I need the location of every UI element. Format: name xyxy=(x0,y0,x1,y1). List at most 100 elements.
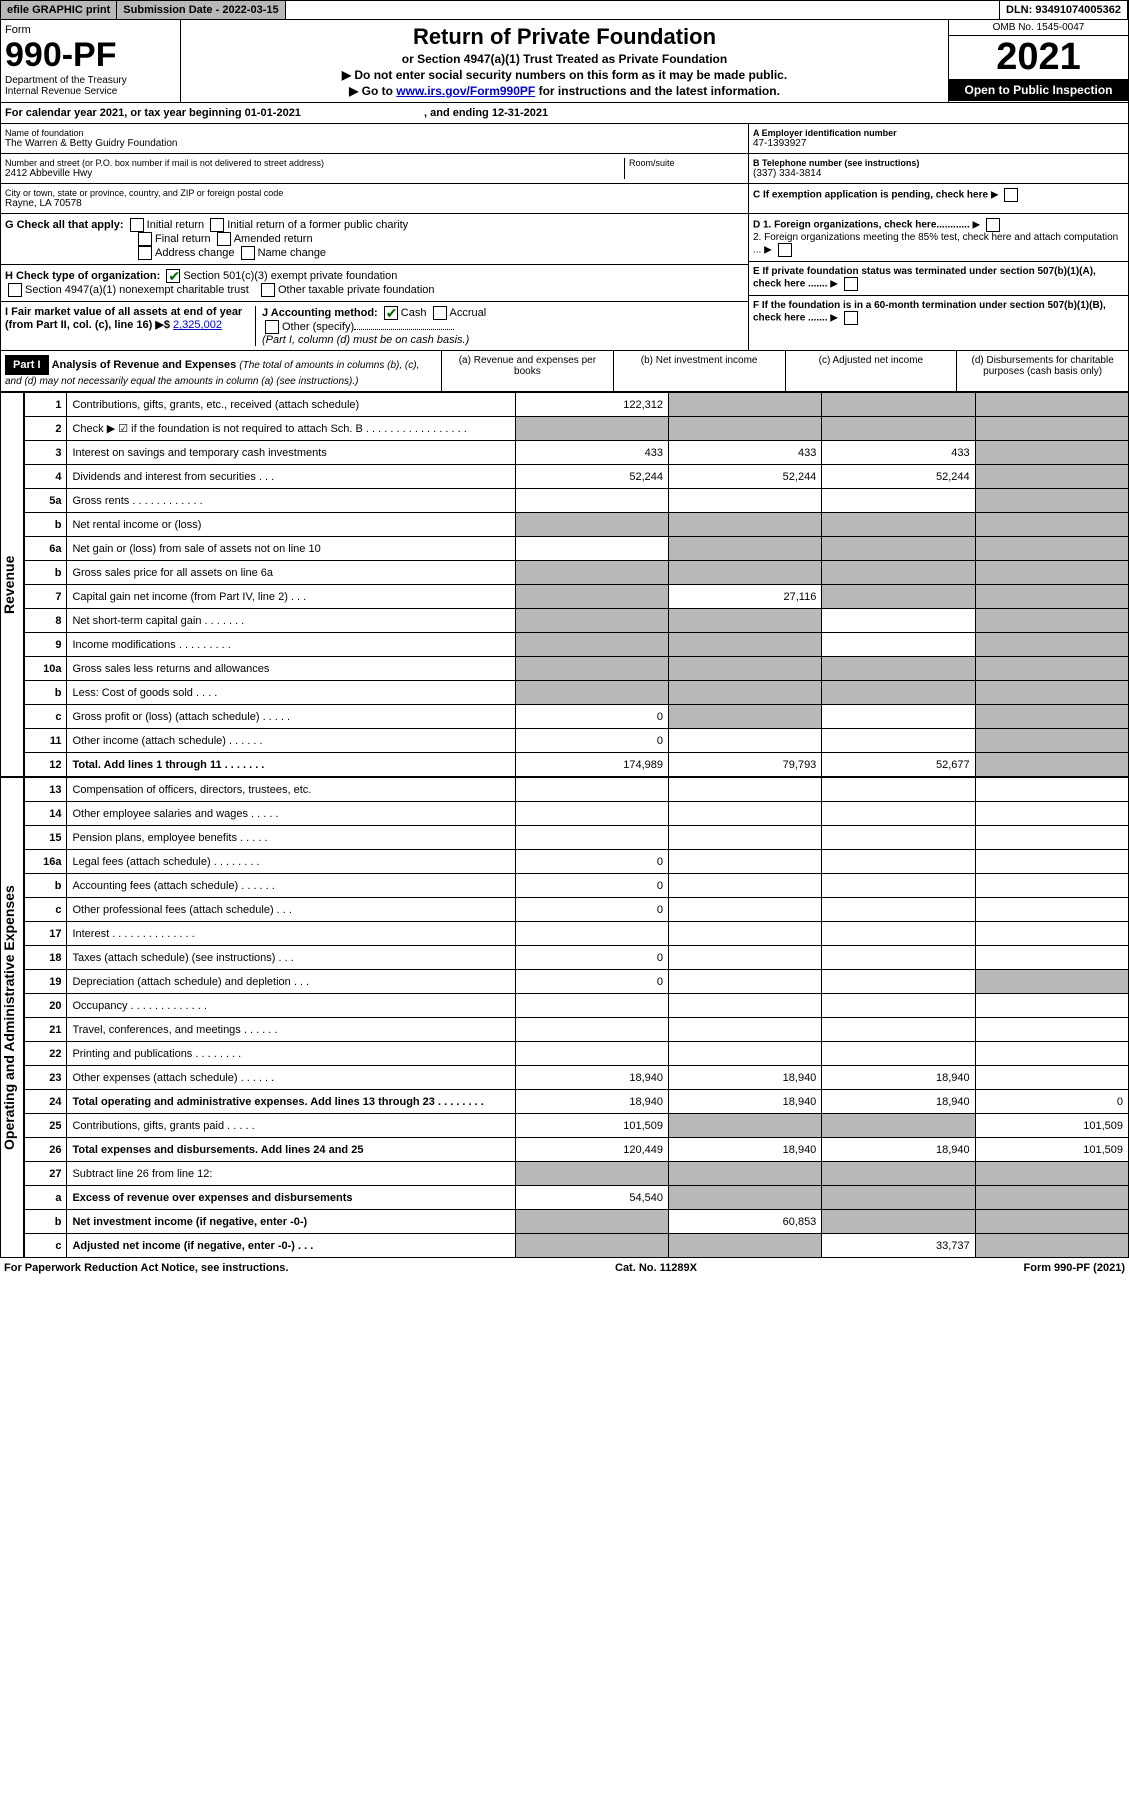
line-desc: Excess of revenue over expenses and disb… xyxy=(67,1186,515,1210)
col-a-val: 174,989 xyxy=(515,753,668,777)
line-number: a xyxy=(25,1186,67,1210)
table-row: 23Other expenses (attach schedule) . . .… xyxy=(25,1066,1129,1090)
col-b-val: 18,940 xyxy=(668,1066,821,1090)
col-c-val xyxy=(822,1114,975,1138)
expenses-side-label: Operating and Administrative Expenses xyxy=(0,777,24,1258)
line-number: 13 xyxy=(25,778,67,802)
line-desc: Other income (attach schedule) . . . . .… xyxy=(67,729,515,753)
e-cell: E If private foundation status was termi… xyxy=(749,262,1128,296)
col-b-val xyxy=(668,802,821,826)
other-taxable-checkbox[interactable] xyxy=(261,283,275,297)
col-a-val xyxy=(515,1234,668,1258)
omb-number: OMB No. 1545-0047 xyxy=(949,20,1128,36)
table-row: 8Net short-term capital gain . . . . . .… xyxy=(25,609,1129,633)
form-note1: ▶ Do not enter social security numbers o… xyxy=(185,68,944,82)
col-b-val xyxy=(668,1018,821,1042)
revenue-section: Revenue 1Contributions, gifts, grants, e… xyxy=(0,392,1129,777)
501c3-checkbox[interactable] xyxy=(166,269,180,283)
line-number: 9 xyxy=(25,633,67,657)
col-b-val: 18,940 xyxy=(668,1090,821,1114)
calendar-year-row: For calendar year 2021, or tax year begi… xyxy=(0,103,1129,124)
line-desc: Contributions, gifts, grants, etc., rece… xyxy=(67,393,515,417)
footer-left: For Paperwork Reduction Act Notice, see … xyxy=(4,1262,288,1274)
telephone-cell: B Telephone number (see instructions) (3… xyxy=(749,154,1128,184)
col-b-val xyxy=(668,729,821,753)
f-checkbox[interactable] xyxy=(844,311,858,325)
e-checkbox[interactable] xyxy=(844,277,858,291)
col-c-val xyxy=(822,393,975,417)
table-row: 22Printing and publications . . . . . . … xyxy=(25,1042,1129,1066)
col-b-val: 18,940 xyxy=(668,1138,821,1162)
line-desc: Pension plans, employee benefits . . . .… xyxy=(67,826,515,850)
col-d-val xyxy=(975,994,1128,1018)
initial-return-checkbox[interactable] xyxy=(130,218,144,232)
line-number: 8 xyxy=(25,609,67,633)
col-a-val xyxy=(515,1018,668,1042)
col-b-val xyxy=(668,633,821,657)
col-d-val xyxy=(975,729,1128,753)
4947a1-checkbox[interactable] xyxy=(8,283,22,297)
amended-return-checkbox[interactable] xyxy=(217,232,231,246)
col-b-val xyxy=(668,1042,821,1066)
table-row: bAccounting fees (attach schedule) . . .… xyxy=(25,874,1129,898)
col-a-val: 0 xyxy=(515,970,668,994)
table-row: cOther professional fees (attach schedul… xyxy=(25,898,1129,922)
form990pf-link[interactable]: www.irs.gov/Form990PF xyxy=(396,84,535,98)
col-c-header: (c) Adjusted net income xyxy=(785,351,957,391)
col-a-val xyxy=(515,417,668,441)
col-c-val: 33,737 xyxy=(822,1234,975,1258)
city-cell: City or town, state or province, country… xyxy=(1,184,748,214)
col-c-val xyxy=(822,994,975,1018)
col-c-val xyxy=(822,513,975,537)
col-d-val xyxy=(975,753,1128,777)
f-cell: F If the foundation is in a 60-month ter… xyxy=(749,296,1128,329)
d2-checkbox[interactable] xyxy=(778,243,792,257)
line-number: b xyxy=(25,681,67,705)
col-a-val xyxy=(515,1042,668,1066)
line-desc: Less: Cost of goods sold . . . . xyxy=(67,681,515,705)
other-method-checkbox[interactable] xyxy=(265,320,279,334)
open-public-badge: Open to Public Inspection xyxy=(949,79,1128,101)
line-number: 22 xyxy=(25,1042,67,1066)
table-row: 11Other income (attach schedule) . . . .… xyxy=(25,729,1129,753)
footer-right: Form 990-PF (2021) xyxy=(1024,1262,1125,1274)
col-b-val xyxy=(668,417,821,441)
col-b-val xyxy=(668,1234,821,1258)
col-b-val: 52,244 xyxy=(668,465,821,489)
line-desc: Other employee salaries and wages . . . … xyxy=(67,802,515,826)
col-c-val: 52,244 xyxy=(822,465,975,489)
line-number: 5a xyxy=(25,489,67,513)
col-a-val: 433 xyxy=(515,441,668,465)
d1-checkbox[interactable] xyxy=(986,218,1000,232)
top-bar: efile GRAPHIC print Submission Date - 20… xyxy=(0,0,1129,20)
col-a-val: 54,540 xyxy=(515,1186,668,1210)
c-checkbox[interactable] xyxy=(1004,188,1018,202)
cash-checkbox[interactable] xyxy=(384,306,398,320)
name-change-checkbox[interactable] xyxy=(241,246,255,260)
line-number: 4 xyxy=(25,465,67,489)
col-a-val xyxy=(515,1162,668,1186)
col-c-val xyxy=(822,970,975,994)
line-number: 25 xyxy=(25,1114,67,1138)
line-number: 18 xyxy=(25,946,67,970)
fmv-link[interactable]: 2,325,002 xyxy=(173,319,222,331)
col-c-val xyxy=(822,1162,975,1186)
col-d-val xyxy=(975,465,1128,489)
col-b-val xyxy=(668,898,821,922)
line-number: b xyxy=(25,561,67,585)
table-row: 4Dividends and interest from securities … xyxy=(25,465,1129,489)
accrual-checkbox[interactable] xyxy=(433,306,447,320)
col-a-val: 18,940 xyxy=(515,1066,668,1090)
col-d-val xyxy=(975,922,1128,946)
col-d-val xyxy=(975,826,1128,850)
table-row: 18Taxes (attach schedule) (see instructi… xyxy=(25,946,1129,970)
final-return-checkbox[interactable] xyxy=(138,232,152,246)
col-a-val xyxy=(515,922,668,946)
col-b-val xyxy=(668,489,821,513)
form-label: Form xyxy=(5,24,176,36)
col-d-val xyxy=(975,1042,1128,1066)
col-d-val xyxy=(975,609,1128,633)
address-change-checkbox[interactable] xyxy=(138,246,152,260)
initial-former-checkbox[interactable] xyxy=(210,218,224,232)
line-desc: Dividends and interest from securities .… xyxy=(67,465,515,489)
